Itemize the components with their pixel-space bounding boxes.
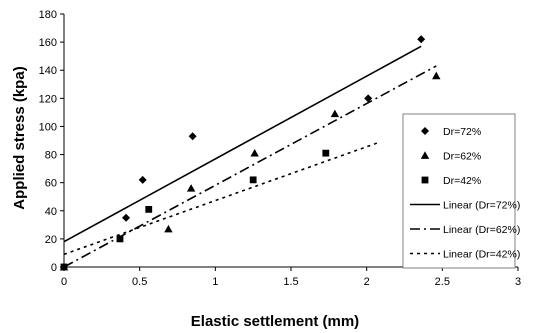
x-tick-label: 1.5 bbox=[283, 276, 298, 288]
trendline bbox=[63, 45, 422, 243]
legend-marker-square bbox=[421, 176, 429, 184]
y-tick-label: 180 bbox=[39, 9, 57, 21]
data-point-square bbox=[145, 205, 153, 213]
legend-label: Linear (Dr=72%) bbox=[443, 200, 520, 212]
y-tick-label: 140 bbox=[39, 65, 57, 77]
legend-label: Dr=62% bbox=[443, 151, 481, 163]
x-tick-label: 1 bbox=[212, 276, 218, 288]
data-point-triangle bbox=[250, 148, 259, 157]
y-tick-label: 0 bbox=[51, 262, 57, 274]
legend-label: Dr=42% bbox=[443, 175, 481, 187]
axes-layer: 0 0.5 1 1.5 2 2.5 3 0 20 40 60 80 100 120 140 160 180 bbox=[39, 9, 521, 288]
points-layer bbox=[59, 35, 441, 271]
x-axis-title: Elastic settlement (mm) bbox=[191, 313, 359, 330]
data-point-square bbox=[249, 176, 257, 184]
y-tick-label: 20 bbox=[45, 234, 57, 246]
y-tick-label: 60 bbox=[45, 178, 57, 190]
data-point-diamond bbox=[138, 175, 147, 184]
data-point-square bbox=[60, 263, 68, 271]
data-point-square bbox=[322, 149, 330, 157]
y-tick-label: 80 bbox=[45, 150, 57, 162]
data-point-triangle bbox=[186, 184, 196, 192]
y-tick-label: 40 bbox=[45, 206, 57, 218]
x-tick-label: 2 bbox=[364, 276, 370, 288]
legend-label: Dr=72% bbox=[443, 126, 481, 138]
legend-label: Linear (Dr=62%) bbox=[443, 224, 520, 236]
legend-label: Linear (Dr=42%) bbox=[443, 249, 520, 261]
data-point-triangle bbox=[330, 109, 340, 118]
data-point-diamond bbox=[188, 132, 197, 141]
x-tick-label: 0.5 bbox=[132, 276, 147, 288]
y-axis-title: Applied stress (kpa) bbox=[11, 66, 28, 209]
legend-marker-triangle bbox=[420, 151, 430, 159]
data-point-diamond bbox=[417, 35, 426, 44]
y-tick-label: 120 bbox=[39, 93, 57, 105]
data-point-square bbox=[116, 235, 124, 243]
x-tick-label: 0 bbox=[61, 276, 67, 288]
data-point-triangle bbox=[432, 71, 441, 80]
x-tick-label: 3 bbox=[515, 276, 521, 288]
legend-box bbox=[402, 113, 516, 269]
y-tick-label: 160 bbox=[39, 37, 57, 49]
legend-marker-diamond bbox=[421, 127, 429, 135]
legend: Dr=72% Dr=62% Dr=42% Linear (Dr=72%) Linear … bbox=[402, 113, 520, 269]
trendline bbox=[63, 141, 381, 256]
trendlines-layer bbox=[63, 45, 437, 268]
x-tick-label: 2.5 bbox=[435, 276, 450, 288]
y-tick-label: 100 bbox=[39, 121, 57, 133]
data-point-triangle bbox=[164, 224, 173, 233]
data-point-diamond bbox=[364, 94, 373, 103]
data-point-diamond bbox=[122, 213, 131, 222]
